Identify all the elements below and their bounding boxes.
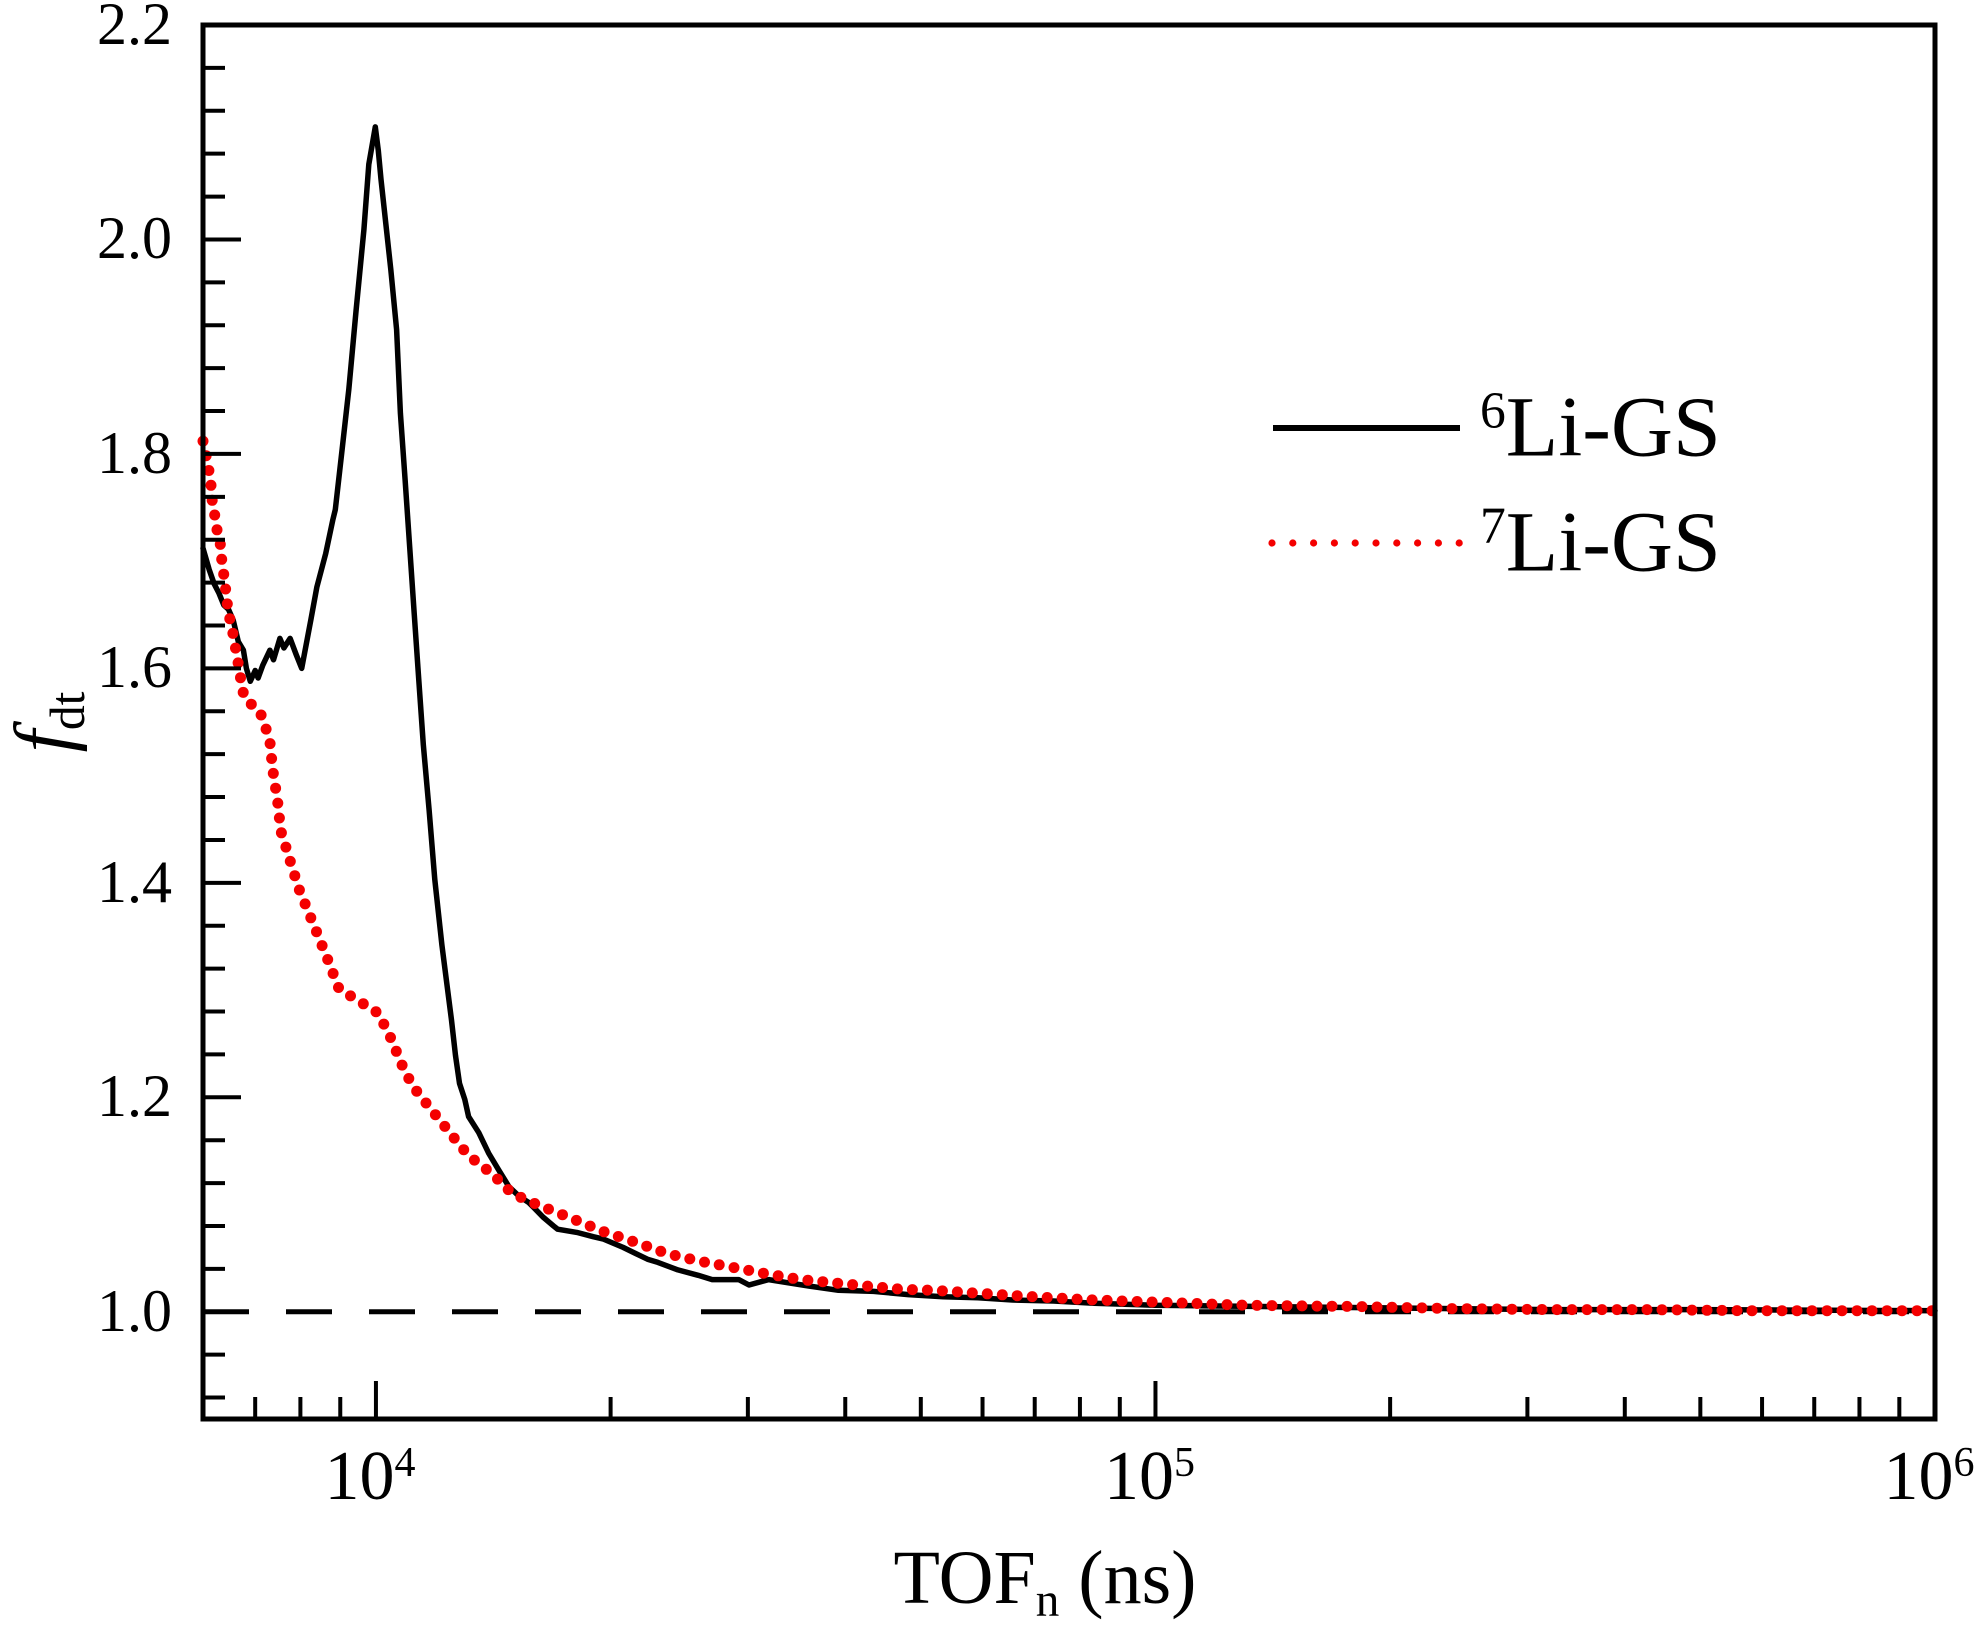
x-axis-title-subscript: n (1035, 1575, 1060, 1628)
y-tick-label-1.0: 1.0 (97, 1277, 172, 1344)
y-tick-label-2.2: 2.2 (97, 0, 172, 57)
axis-ticks (203, 23, 1937, 1419)
y-tick-label-2.0: 2.0 (97, 205, 172, 272)
x-tick-label-1e4: 104 (324, 1438, 416, 1515)
y-tick-label-1.2: 1.2 (97, 1063, 172, 1130)
series-7Li-GS-dots (197, 435, 1938, 1317)
legend-6-text: Li-GS (1505, 378, 1721, 475)
x-tick-label-1e6: 106 (1883, 1438, 1975, 1515)
y-axis-title-symbol: f (0, 730, 88, 753)
legend-7-text: Li-GS (1505, 493, 1721, 590)
legend-label-7Li-GS: 7Li-GS (1480, 499, 1721, 585)
y-tick-label-1.6: 1.6 (97, 634, 172, 701)
legend-7-superscript: 7 (1480, 497, 1506, 555)
y-tick-label-1.8: 1.8 (97, 419, 172, 486)
y-axis-title-subscript: dt (39, 691, 95, 731)
legend-6-superscript: 6 (1480, 382, 1506, 440)
x-axis-title-main: TOF (893, 1536, 1036, 1620)
series-6Li-GS-line (200, 124, 1938, 1314)
axes-frame (200, 22, 1938, 1422)
legend-sample-dotted (1268, 539, 1463, 547)
y-axis-title: fdt (0, 692, 95, 753)
legend-label-6Li-GS: 6Li-GS (1480, 384, 1721, 470)
x-tick-label-1e5: 105 (1103, 1438, 1195, 1515)
x-axis-title: TOFn (ns) (894, 1540, 1197, 1625)
x-axis-title-unit: (ns) (1059, 1536, 1197, 1620)
y-tick-label-1.4: 1.4 (97, 848, 172, 915)
